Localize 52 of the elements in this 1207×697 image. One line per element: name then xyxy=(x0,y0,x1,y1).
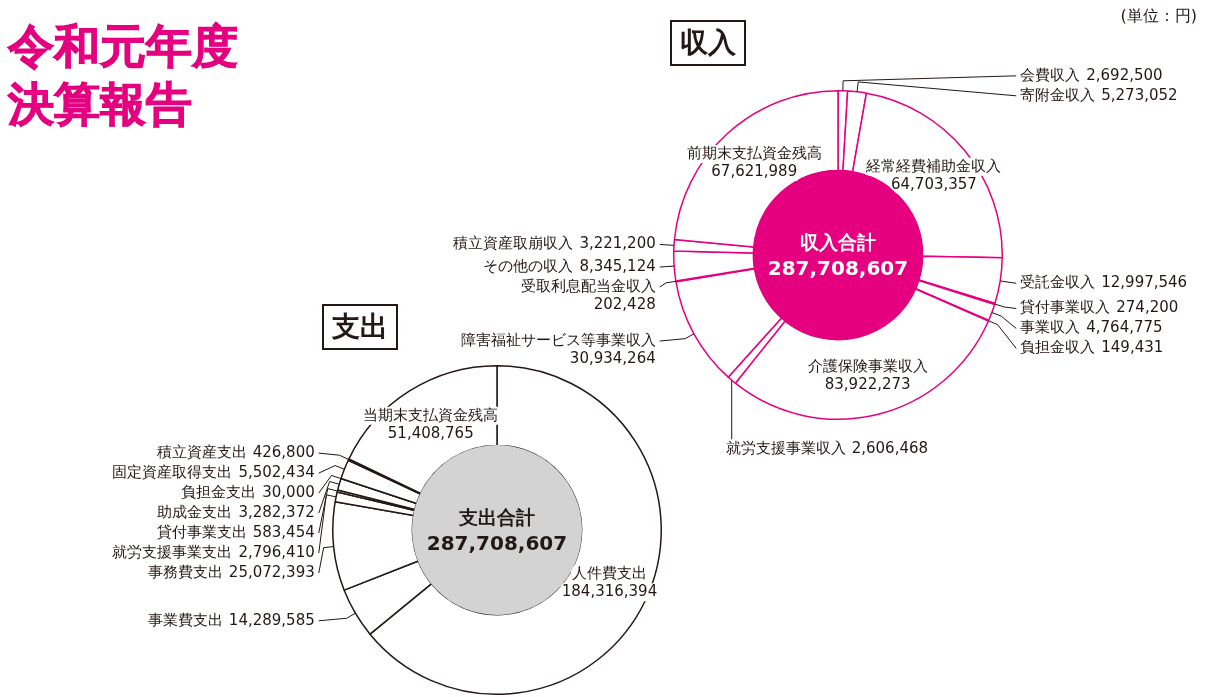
slice-label: 当期末支払資金残高 xyxy=(363,405,499,424)
data-label: 25,072,393 xyxy=(228,562,315,581)
slice-label: 障害福祉サービス等事業収入 xyxy=(460,330,656,349)
slice-label: 人件費支出 xyxy=(571,564,647,583)
data-label: 202,428 xyxy=(593,294,656,313)
slice-label: 事業費支出 xyxy=(147,610,223,629)
data-label: 184,316,394 xyxy=(561,582,658,601)
slice-label: 就労支援事業支出 xyxy=(112,542,233,561)
slice-label: 貸付事業支出 xyxy=(156,522,247,541)
slice-label: 負担金支出 xyxy=(181,482,257,501)
slice-label: 介護保険事業収入 xyxy=(807,356,928,375)
data-label: 149,431 xyxy=(1101,338,1164,357)
data-label: 583,454 xyxy=(252,522,315,541)
data-label: 2,692,500 xyxy=(1086,65,1163,84)
data-label: 5,502,434 xyxy=(238,462,315,481)
slice-label: 積立資産支出 xyxy=(156,442,247,461)
slice-label: 固定資産取得支出 xyxy=(112,462,233,481)
data-label: 12,997,546 xyxy=(1101,273,1188,292)
slice-label: 助成金支出 xyxy=(157,502,233,521)
slice-label: 貸付事業収入 xyxy=(1020,298,1111,317)
slice-label: 就労支援事業収入 xyxy=(725,439,846,458)
data-label: 2,796,410 xyxy=(238,542,315,561)
chart-title: 収入 xyxy=(670,20,746,66)
slice-label: 事業収入 xyxy=(1020,318,1081,337)
slice-label: 前期末支払資金残高 xyxy=(686,143,822,162)
slice-label: 受託金収入 xyxy=(1020,273,1096,292)
slice-label: 積立資産取崩収入 xyxy=(453,234,574,253)
slice-label: 事務費支出 xyxy=(147,562,223,581)
data-label: 30,000 xyxy=(262,482,315,501)
data-label: 2,606,468 xyxy=(851,439,929,458)
data-label: 426,800 xyxy=(252,442,315,461)
slice-label: 受取利息配当金収入 xyxy=(520,276,656,295)
data-label: 83,922,273 xyxy=(824,374,911,393)
text: 令和元年度決算報告 xyxy=(8,18,239,133)
data-label: 8,345,124 xyxy=(579,256,656,275)
data-label: 30,934,264 xyxy=(569,348,656,367)
slice-label: 負担金収入 xyxy=(1020,338,1096,357)
chart-title: 支出 xyxy=(322,304,398,350)
slice-label: 寄附金収入 xyxy=(1020,85,1096,104)
data-label: 4,764,775 xyxy=(1086,318,1163,337)
data-label: 14,289,585 xyxy=(228,610,315,629)
data-label: 51,408,765 xyxy=(387,423,474,442)
data-label: 3,282,372 xyxy=(238,502,315,521)
text: (単位：円) xyxy=(1120,6,1197,27)
slice-label: その他の収入 xyxy=(483,256,574,275)
slice-label: 会費収入 xyxy=(1020,65,1081,84)
data-label: 3,221,200 xyxy=(579,234,656,253)
data-label: 67,621,989 xyxy=(711,161,798,180)
slice-label: 経常経費補助金収入 xyxy=(865,156,1002,175)
data-label: 274,200 xyxy=(1116,298,1179,317)
data-label: 64,703,357 xyxy=(891,174,977,193)
data-label: 5,273,052 xyxy=(1101,85,1178,104)
